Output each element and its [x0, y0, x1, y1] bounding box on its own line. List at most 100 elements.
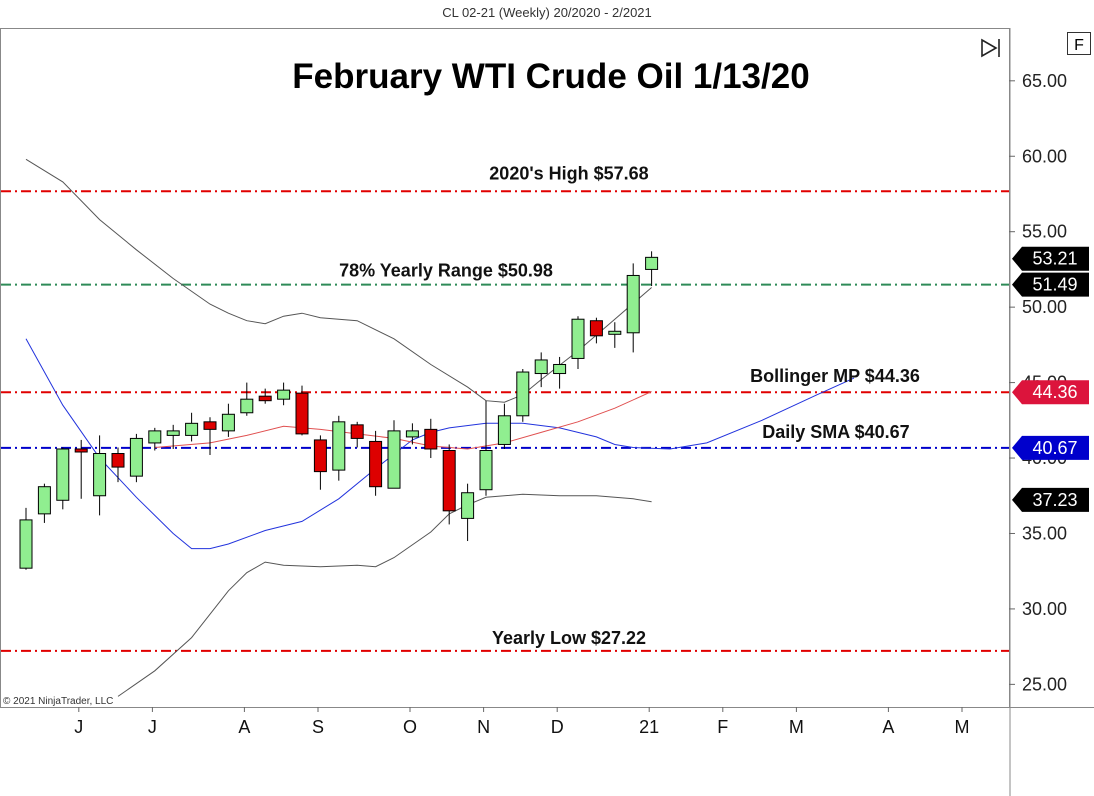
candle [461, 483, 475, 542]
price-badge: 40.67 [1012, 435, 1089, 460]
level-label: Yearly Low $27.22 [492, 628, 646, 648]
candle [608, 322, 622, 348]
x-tick-label: J [148, 717, 157, 737]
candle [405, 423, 419, 445]
candle-body [258, 395, 272, 402]
candle-body [185, 422, 199, 436]
x-tick-label: 21 [639, 717, 659, 737]
candle-body [203, 421, 217, 430]
x-tick-label: F [717, 717, 728, 737]
candle [37, 483, 51, 523]
candle-body [93, 453, 107, 497]
candle-body [37, 486, 51, 515]
candle [645, 251, 659, 287]
candle-body [129, 437, 143, 477]
level-label: 2020's High $57.68 [489, 163, 648, 183]
x-tick-label: D [551, 717, 564, 737]
f-button[interactable]: F [1067, 32, 1091, 55]
candle-body [166, 430, 180, 436]
candle [258, 388, 272, 404]
candle [56, 447, 70, 510]
candle [534, 352, 548, 388]
badge-shape [1012, 272, 1089, 297]
level-label: Daily SMA $40.67 [762, 422, 909, 442]
x-tick-label: J [74, 717, 83, 737]
price-badge: 51.49 [1012, 272, 1089, 297]
chart-header: CL 02-21 (Weekly) 20/2020 - 2/2021 [442, 5, 652, 20]
candle [185, 412, 199, 442]
price-badges: 53.21 51.49 44.36 40.67 37.23 [1012, 246, 1089, 512]
candle-body [424, 428, 438, 450]
badge-shape [1012, 380, 1089, 405]
x-tick-label: M [955, 717, 970, 737]
candle-body [111, 453, 125, 468]
candle [93, 435, 107, 516]
candle-body [442, 449, 456, 512]
x-axis-ticks: J J A S O N D 21 F M A M [74, 707, 970, 737]
candle-body [313, 439, 327, 473]
badge-shape [1012, 246, 1089, 271]
x-tick-label: M [789, 717, 804, 737]
candle [516, 369, 530, 422]
y-tick-label: 50.00 [1022, 297, 1067, 317]
candle-body [74, 448, 88, 453]
candle [497, 403, 511, 449]
candle-body [240, 398, 254, 414]
plot-area [0, 28, 1010, 708]
candle [424, 418, 438, 459]
candle-body [497, 415, 511, 445]
x-tick-label: A [238, 717, 250, 737]
candle-body [608, 330, 622, 335]
badge-shape [1012, 435, 1089, 460]
candle-body [56, 448, 70, 501]
candle-body [516, 371, 530, 417]
candle [589, 317, 603, 344]
candle-body [19, 519, 33, 569]
candle-body [571, 318, 585, 359]
candle [295, 385, 309, 436]
candle-body [479, 449, 493, 491]
candle-body [221, 413, 235, 432]
level-label: Bollinger MP $44.36 [750, 366, 920, 386]
lower-bollinger-band [117, 493, 652, 697]
x-tick-label: O [403, 717, 417, 737]
candle [129, 433, 143, 483]
candle [332, 415, 346, 481]
y-tick-label: 55.00 [1022, 222, 1067, 242]
badge-label: 51.49 [1032, 275, 1077, 295]
level-lines [1, 190, 1009, 652]
candle-body [369, 440, 383, 488]
y-tick-label: 30.00 [1022, 599, 1067, 619]
candle [387, 420, 401, 489]
candle [571, 316, 585, 370]
candle-body [645, 256, 659, 270]
candle [203, 417, 217, 456]
x-tick-label: A [882, 717, 894, 737]
candle-body [148, 430, 162, 444]
candle-body [589, 320, 603, 337]
candle [553, 356, 567, 389]
y-tick-label: 60.00 [1022, 146, 1067, 166]
candle [166, 424, 180, 449]
candle-body [626, 274, 640, 334]
candle-body [295, 392, 309, 435]
y-tick-label: 35.00 [1022, 523, 1067, 543]
x-tick-label: S [312, 717, 324, 737]
price-badge: 44.36 [1012, 380, 1089, 405]
candle [350, 421, 364, 448]
candle [111, 447, 125, 483]
candle-body [461, 492, 475, 519]
f-button-label: F [1074, 37, 1084, 54]
level-label: 78% Yearly Range $50.98 [339, 261, 553, 281]
candle-body [332, 421, 346, 471]
candle-body [387, 430, 401, 489]
candle [74, 439, 88, 499]
scroll-end-icon[interactable] [978, 36, 1004, 60]
chart-title: February WTI Crude Oil 1/13/20 [292, 57, 809, 96]
candle [148, 427, 162, 451]
candle [240, 382, 254, 416]
candle-body [553, 363, 567, 375]
badge-label: 44.36 [1032, 382, 1077, 402]
copyright: © 2021 NinjaTrader, LLC [3, 696, 113, 707]
candle [479, 400, 493, 496]
